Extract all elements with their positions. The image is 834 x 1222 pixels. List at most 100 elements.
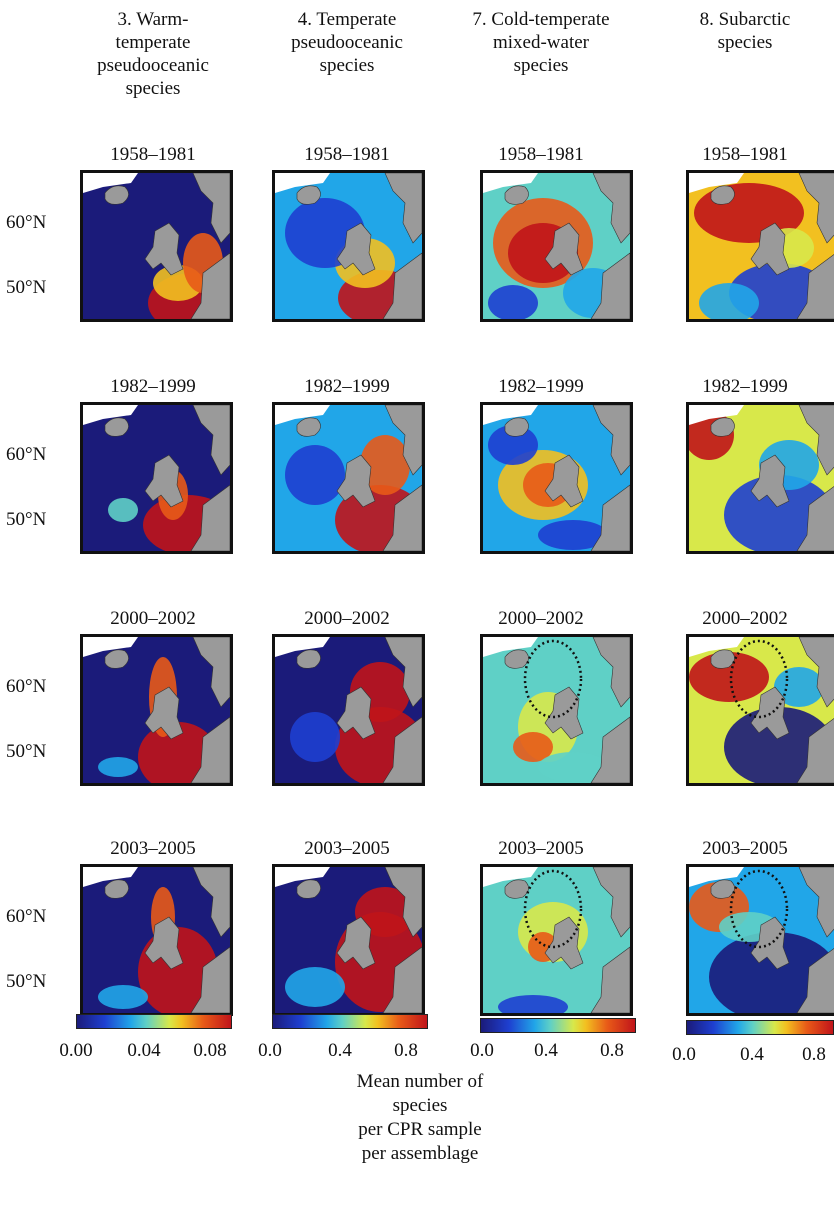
abundance-patch bbox=[290, 712, 340, 762]
colorbar-tick: 0.00 bbox=[59, 1040, 93, 1061]
colorbar-tick: 0.0 bbox=[672, 1044, 696, 1065]
abundance-patch bbox=[108, 498, 138, 522]
map-panel-cold-temperate bbox=[480, 864, 633, 1016]
highlight-ellipse bbox=[523, 869, 583, 949]
abundance-patch bbox=[538, 520, 608, 550]
british-isles-landmass bbox=[544, 454, 584, 508]
no-data-region bbox=[689, 867, 744, 887]
period-label: 2003–2005 bbox=[304, 838, 390, 859]
iceland-landmass bbox=[504, 879, 529, 899]
colorbar-tick: 0.0 bbox=[470, 1040, 494, 1061]
abundance-patch bbox=[699, 283, 759, 319]
abundance-patch bbox=[285, 967, 345, 1007]
europe-landmass bbox=[190, 946, 230, 1013]
period-label: 2003–2005 bbox=[498, 838, 584, 859]
period-label: 2000–2002 bbox=[304, 608, 390, 629]
scandinavia-landmass bbox=[798, 173, 834, 244]
map-panel-temperate bbox=[272, 402, 425, 554]
europe-landmass bbox=[382, 716, 422, 783]
no-data-region bbox=[483, 173, 538, 193]
colorbar-tick: 0.4 bbox=[534, 1040, 558, 1061]
iceland-landmass bbox=[296, 417, 321, 437]
iceland-landmass bbox=[710, 185, 735, 205]
europe-landmass bbox=[382, 252, 422, 319]
no-data-region bbox=[689, 637, 744, 657]
period-label: 1958–1981 bbox=[702, 144, 788, 165]
period-label: 1958–1981 bbox=[110, 144, 196, 165]
latitude-label-50n: 50°N bbox=[6, 971, 47, 992]
colorbar-tick: 0.8 bbox=[600, 1040, 624, 1061]
period-label: 2000–2002 bbox=[498, 608, 584, 629]
europe-landmass bbox=[190, 716, 230, 783]
no-data-region bbox=[275, 637, 330, 657]
colorbar-tick: 0.8 bbox=[802, 1044, 826, 1065]
iceland-landmass bbox=[504, 649, 529, 669]
map-panel-warm-temperate bbox=[80, 864, 233, 1016]
scandinavia-landmass bbox=[798, 405, 834, 476]
no-data-region bbox=[83, 405, 138, 425]
latitude-label-50n: 50°N bbox=[6, 741, 47, 762]
map-panel-cold-temperate bbox=[480, 634, 633, 786]
map-panel-warm-temperate bbox=[80, 634, 233, 786]
map-panel-subarctic bbox=[686, 170, 834, 322]
no-data-region bbox=[689, 405, 744, 425]
scandinavia-landmass bbox=[798, 637, 834, 708]
map-panel-temperate bbox=[272, 634, 425, 786]
british-isles-landmass bbox=[336, 686, 376, 740]
column-header-subarctic: 8. Subarctic species bbox=[699, 9, 791, 53]
europe-landmass bbox=[796, 948, 834, 1013]
british-isles-landmass bbox=[144, 916, 184, 970]
scandinavia-landmass bbox=[798, 867, 834, 938]
no-data-region bbox=[83, 637, 138, 657]
british-isles-landmass bbox=[144, 454, 184, 508]
scandinavia-landmass bbox=[384, 867, 422, 938]
europe-landmass bbox=[190, 252, 230, 319]
period-label: 2000–2002 bbox=[702, 608, 788, 629]
scandinavia-landmass bbox=[192, 405, 230, 476]
colorbar-tick: 0.8 bbox=[394, 1040, 418, 1061]
europe-landmass bbox=[796, 718, 834, 783]
period-label: 1982–1999 bbox=[702, 376, 788, 397]
colorbar-tick: 0.0 bbox=[258, 1040, 282, 1061]
map-panel-cold-temperate bbox=[480, 170, 633, 322]
abundance-patch bbox=[488, 285, 538, 319]
british-isles-landmass bbox=[336, 916, 376, 970]
period-label: 2003–2005 bbox=[702, 838, 788, 859]
colorbar-tick: 0.08 bbox=[193, 1040, 227, 1061]
map-panel-subarctic bbox=[686, 634, 834, 786]
iceland-landmass bbox=[104, 185, 129, 205]
scandinavia-landmass bbox=[592, 637, 630, 708]
british-isles-landmass bbox=[336, 454, 376, 508]
colorbar-temperate bbox=[272, 1014, 428, 1029]
scandinavia-landmass bbox=[192, 637, 230, 708]
colorbar-cold-temperate bbox=[480, 1018, 636, 1033]
british-isles-landmass bbox=[750, 916, 790, 970]
map-panel-warm-temperate bbox=[80, 170, 233, 322]
latitude-label-50n: 50°N bbox=[6, 277, 47, 298]
scandinavia-landmass bbox=[192, 173, 230, 244]
period-label: 1982–1999 bbox=[110, 376, 196, 397]
europe-landmass bbox=[590, 716, 630, 783]
abundance-patch bbox=[285, 445, 345, 505]
colorbar-warm-temperate bbox=[76, 1014, 232, 1029]
abundance-patch bbox=[498, 995, 568, 1013]
highlight-ellipse bbox=[729, 639, 789, 719]
colorbar-tick: 0.4 bbox=[740, 1044, 764, 1065]
no-data-region bbox=[83, 173, 138, 193]
iceland-landmass bbox=[104, 879, 129, 899]
british-isles-landmass bbox=[750, 454, 790, 508]
abundance-patch bbox=[689, 652, 769, 702]
period-label: 1982–1999 bbox=[304, 376, 390, 397]
british-isles-landmass bbox=[144, 686, 184, 740]
map-panel-cold-temperate bbox=[480, 402, 633, 554]
latitude-label-60n: 60°N bbox=[6, 212, 47, 233]
period-label: 1958–1981 bbox=[304, 144, 390, 165]
no-data-region bbox=[483, 637, 538, 657]
latitude-label-50n: 50°N bbox=[6, 509, 47, 530]
scandinavia-landmass bbox=[384, 637, 422, 708]
iceland-landmass bbox=[104, 649, 129, 669]
europe-landmass bbox=[796, 486, 834, 551]
british-isles-landmass bbox=[544, 916, 584, 970]
colorbar-subarctic bbox=[686, 1020, 834, 1035]
column-header-cold-temperate: 7. Cold-temperate mixed-water species bbox=[472, 9, 610, 76]
